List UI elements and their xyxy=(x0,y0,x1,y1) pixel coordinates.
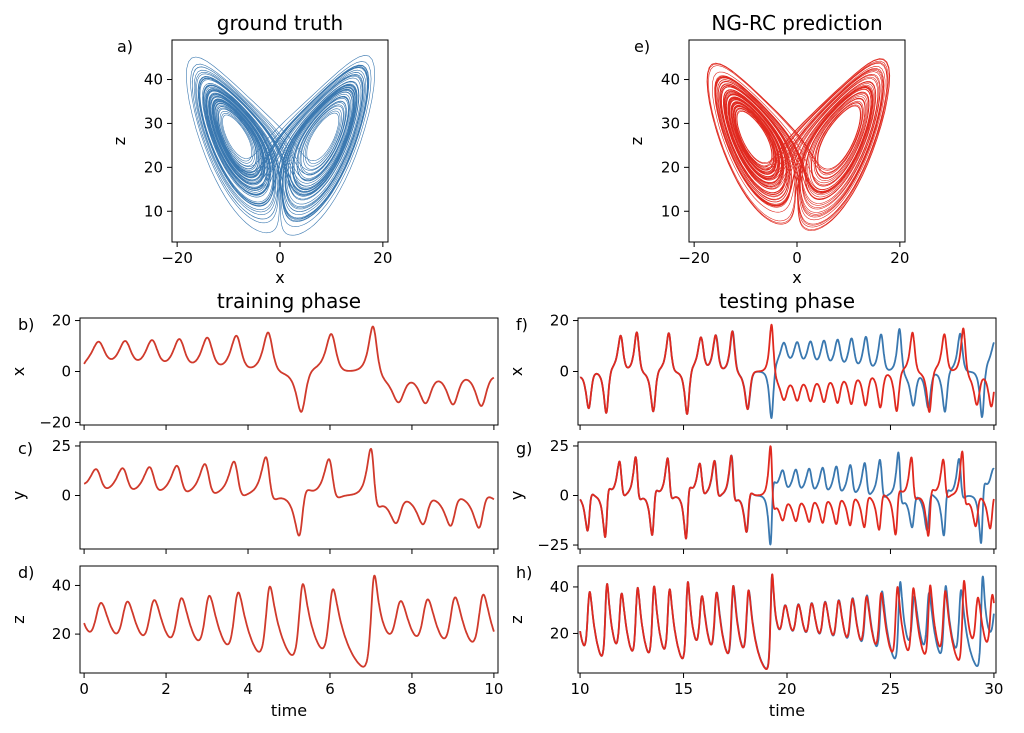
xtick-label-d: 8 xyxy=(407,680,417,698)
ytick-label-a: 40 xyxy=(144,71,163,89)
ylabel-c: y xyxy=(9,491,28,500)
xtick-label-h: 20 xyxy=(777,680,796,698)
ytick-label-a: 20 xyxy=(144,158,163,176)
series-c-training xyxy=(83,447,495,537)
axes-frame-b xyxy=(79,317,499,426)
xtick-label-a: 0 xyxy=(275,249,285,267)
ytick-label-a: 10 xyxy=(144,202,163,220)
ytick-label-g: 0 xyxy=(559,487,569,505)
series-f-ground_truth xyxy=(579,328,995,419)
panel-title-a: ground truth xyxy=(217,11,343,35)
panel-letter-h: h) xyxy=(516,563,532,582)
ytick-label-c: 0 xyxy=(61,487,71,505)
ytick-label-e: 30 xyxy=(661,114,680,132)
ytick-label-f: 0 xyxy=(559,363,569,381)
xlabel-h: time xyxy=(769,701,805,720)
series-a-ground_truth xyxy=(186,55,375,236)
ylabel-g: y xyxy=(507,491,526,500)
ytick-label-g: 25 xyxy=(550,437,569,455)
ytick-label-f: 20 xyxy=(550,312,569,330)
xtick-label-h: 25 xyxy=(881,680,900,698)
ytick-label-d: 40 xyxy=(52,576,71,594)
ytick-label-a: 30 xyxy=(144,114,163,132)
series-h-prediction xyxy=(579,573,995,670)
panel-d: 0 2 4 6 8 10 20 40 time z d) xyxy=(9,563,503,720)
ytick-label-h: 40 xyxy=(550,578,569,596)
xlabel-d: time xyxy=(271,701,307,720)
xtick-label-d: 2 xyxy=(161,680,171,698)
series-e-prediction xyxy=(706,58,891,231)
ytick-label-e: 40 xyxy=(661,71,680,89)
panel-c: 0 25 y c) xyxy=(9,437,499,554)
ylabel-b: x xyxy=(9,367,28,376)
panel-h: 10 15 20 25 30 20 40 time z h) xyxy=(507,563,1003,720)
xtick-label-a: 20 xyxy=(373,249,392,267)
axes-frame-d xyxy=(79,565,499,674)
series-b-training xyxy=(83,325,495,413)
xtick-label-h: 10 xyxy=(571,680,590,698)
panel-e: −20 0 20 10 20 30 40 NG-RC prediction x z e) xyxy=(627,11,909,287)
ytick-label-e: 20 xyxy=(661,158,680,176)
xtick-label-e: 0 xyxy=(792,249,802,267)
panel-letter-d: d) xyxy=(18,563,34,582)
xlabel-a: x xyxy=(275,268,284,287)
ytick-label-c: 25 xyxy=(52,437,71,455)
ytick-label-d: 20 xyxy=(52,625,71,643)
xtick-label-h: 15 xyxy=(674,680,693,698)
ytick-label-g: −25 xyxy=(537,536,569,554)
panel-title-b: training phase xyxy=(217,289,361,313)
panel-letter-a: a) xyxy=(117,37,133,56)
xtick-label-d: 0 xyxy=(79,680,89,698)
panel-letter-e: e) xyxy=(634,37,650,56)
xtick-label-d: 10 xyxy=(484,680,503,698)
series-g-prediction xyxy=(579,445,995,540)
xtick-label-e: −20 xyxy=(678,249,710,267)
ytick-label-h: 20 xyxy=(550,624,569,642)
panel-letter-g: g) xyxy=(516,439,532,458)
xtick-label-d: 6 xyxy=(325,680,335,698)
ytick-label-b: 20 xyxy=(52,312,71,330)
ylabel-e: z xyxy=(627,137,646,145)
ylabel-a: z xyxy=(110,137,129,145)
xtick-label-a: −20 xyxy=(161,249,193,267)
xtick-label-h: 30 xyxy=(984,680,1003,698)
axes-frame-c xyxy=(79,441,499,550)
ylabel-f: x xyxy=(507,367,526,376)
series-d-training xyxy=(83,574,495,668)
panel-letter-c: c) xyxy=(18,439,33,458)
ytick-label-b: 0 xyxy=(61,363,71,381)
panel-letter-b: b) xyxy=(18,315,34,334)
ylabel-d: z xyxy=(9,615,28,623)
axes-frame-f xyxy=(577,317,997,426)
panel-f: 0 20 testing phase x f) xyxy=(507,289,997,430)
xlabel-e: x xyxy=(792,268,801,287)
panel-a: −20 0 20 10 20 30 40 ground truth x z a) xyxy=(110,11,392,287)
series-f-prediction xyxy=(579,323,995,415)
ytick-label-b: −20 xyxy=(39,413,71,431)
panel-g: −25 0 25 y g) xyxy=(507,437,997,554)
panel-letter-f: f) xyxy=(516,315,528,334)
panel-b: −20 0 20 training phase x b) xyxy=(9,289,499,431)
xtick-label-e: 20 xyxy=(890,249,909,267)
panel-title-f: testing phase xyxy=(719,289,855,313)
xtick-label-d: 4 xyxy=(243,680,253,698)
ylabel-h: z xyxy=(507,615,526,623)
ytick-label-e: 10 xyxy=(661,202,680,220)
panel-title-e: NG-RC prediction xyxy=(711,11,882,35)
